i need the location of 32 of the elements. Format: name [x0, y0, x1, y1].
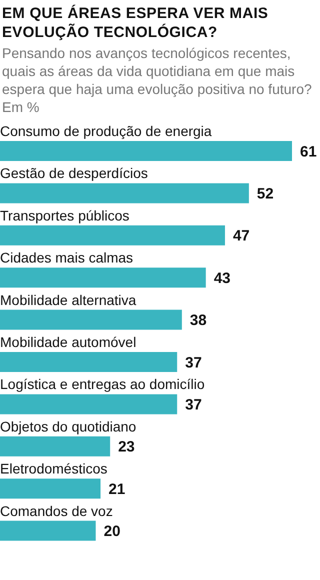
- y-tick-label: Consumo de produção de energia: [0, 123, 212, 139]
- data-label: 21: [108, 480, 126, 498]
- bar: [0, 268, 206, 288]
- y-tick-label: Cidades mais calmas: [0, 250, 134, 266]
- chart-title: EM QUE ÁREAS ESPERA VER MAIS EVOLUÇÃO TECNOLÓGICA?: [1, 4, 270, 42]
- y-tick-label: Objetos do quotidiano: [0, 418, 136, 434]
- data-label: 47: [232, 228, 250, 245]
- data-label: 37: [185, 396, 202, 414]
- bar: [0, 394, 178, 414]
- bar: [0, 183, 249, 204]
- y-tick-label: Gestão de desperdícios: [0, 165, 148, 182]
- chart-subtitle: Pensando nos avanços tecnológicos recentes, quais as áreas da vida quotidiana em que mais espera que haja uma evolução positiva no futuro? Em %: [1, 44, 313, 116]
- y-tick-label: Eletrodomésticos: [0, 460, 108, 477]
- bar: [0, 141, 292, 161]
- y-tick-label: Comandos de voz: [0, 502, 113, 519]
- bar: [0, 436, 110, 456]
- bar: [0, 225, 225, 246]
- bar: [0, 352, 178, 372]
- y-tick-label: Mobilidade automóvel: [0, 334, 136, 350]
- y-tick-label: Logística e entregas ao domicílio: [0, 376, 205, 392]
- data-label: 38: [190, 312, 207, 330]
- bar: [0, 478, 101, 499]
- data-label: 61: [300, 143, 317, 160]
- bar: [0, 310, 182, 330]
- y-tick-label: Mobilidade alternativa: [0, 292, 136, 308]
- data-label: 23: [118, 438, 135, 456]
- bar: [0, 520, 96, 541]
- data-label: 43: [214, 270, 231, 287]
- data-label: 37: [185, 354, 202, 372]
- data-label: 20: [104, 523, 120, 540]
- y-tick-label: Transportes públicos: [0, 207, 130, 224]
- data-label: 52: [256, 186, 274, 203]
